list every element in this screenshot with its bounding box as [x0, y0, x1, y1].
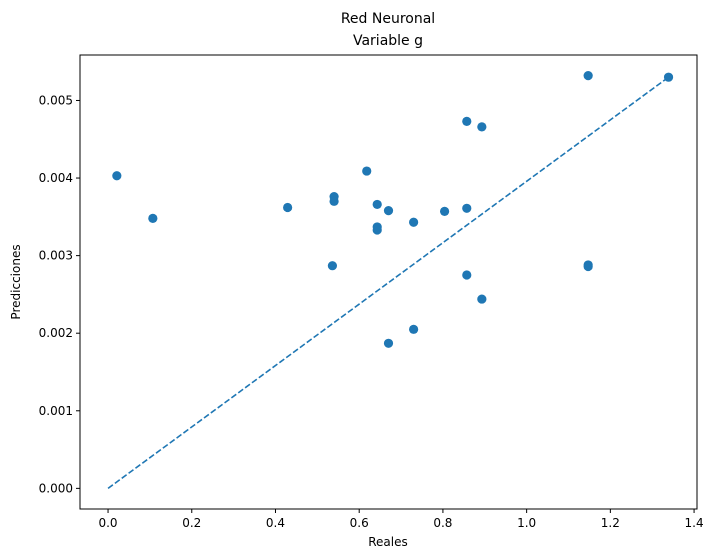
data-point: [409, 217, 419, 227]
y-tick-label: 0.002: [39, 326, 73, 340]
data-point: [372, 225, 382, 235]
chart-subtitle: Variable g: [353, 33, 423, 49]
data-point: [663, 72, 674, 82]
data-point: [462, 203, 472, 213]
data-point: [362, 166, 372, 176]
y-axis-label: Predicciones: [9, 244, 23, 319]
plot-frame: [79, 54, 698, 510]
y-tick-label: 0.001: [39, 404, 73, 418]
data-point: [329, 196, 339, 206]
data-point: [477, 122, 487, 132]
x-axis-ticks: 0.0 0.2 0.4 0.6 0.8 1.0 1.2 1.4: [98, 509, 704, 530]
chart-title: Red Neuronal: [341, 11, 435, 27]
data-point: [477, 294, 487, 304]
data-point: [583, 261, 593, 272]
y-tick-label: 0.000: [39, 481, 73, 495]
data-point: [112, 171, 122, 181]
data-point: [148, 213, 158, 223]
points-layer: [112, 71, 674, 348]
y-tick-label: 0.005: [39, 93, 73, 107]
data-point: [462, 270, 472, 280]
x-axis-label: Reales: [368, 535, 408, 549]
data-point: [383, 338, 394, 348]
data-point: [383, 206, 394, 216]
y-tick-label: 0.004: [39, 171, 73, 185]
data-point: [283, 202, 293, 213]
data-point: [372, 199, 382, 210]
x-tick-label: 0.0: [98, 516, 117, 530]
x-tick-label: 0.4: [266, 516, 285, 530]
data-point: [439, 206, 450, 217]
x-tick-label: 0.6: [350, 516, 369, 530]
data-point: [583, 71, 593, 81]
data-point: [462, 116, 472, 127]
x-tick-label: 0.2: [182, 516, 201, 530]
data-point: [327, 261, 338, 271]
x-tick-label: 1.0: [517, 516, 536, 530]
x-tick-label: 1.4: [685, 516, 704, 530]
reference-line: [107, 76, 670, 490]
reference-line-layer: [107, 76, 670, 490]
data-point: [409, 324, 419, 334]
y-tick-label: 0.003: [39, 249, 73, 263]
y-axis-ticks: 0.000 0.001 0.002 0.003 0.004 0.005: [39, 93, 80, 495]
x-tick-label: 1.2: [601, 516, 620, 530]
x-tick-label: 0.8: [433, 516, 452, 530]
